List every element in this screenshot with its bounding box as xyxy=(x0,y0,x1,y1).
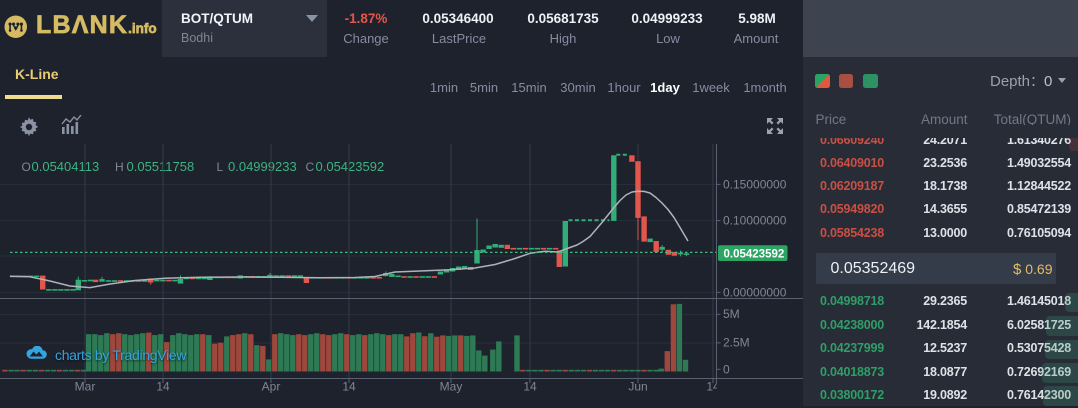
svg-text:14: 14 xyxy=(156,380,170,394)
svg-text:Jun: Jun xyxy=(628,380,647,394)
svg-text:May: May xyxy=(440,380,463,394)
svg-text:14: 14 xyxy=(342,380,356,394)
svg-text:Mar: Mar xyxy=(75,380,96,394)
svg-text:5M: 5M xyxy=(723,307,740,321)
svg-text:0.15000000: 0.15000000 xyxy=(723,177,787,191)
svg-text:0: 0 xyxy=(723,362,730,376)
svg-text:0.00000000: 0.00000000 xyxy=(723,285,787,299)
svg-text:14: 14 xyxy=(523,380,537,394)
svg-text:0.05423592: 0.05423592 xyxy=(724,248,785,260)
svg-text:2.5M: 2.5M xyxy=(723,335,750,349)
svg-text:0.10000000: 0.10000000 xyxy=(723,214,787,228)
svg-text:Apr: Apr xyxy=(262,380,281,394)
